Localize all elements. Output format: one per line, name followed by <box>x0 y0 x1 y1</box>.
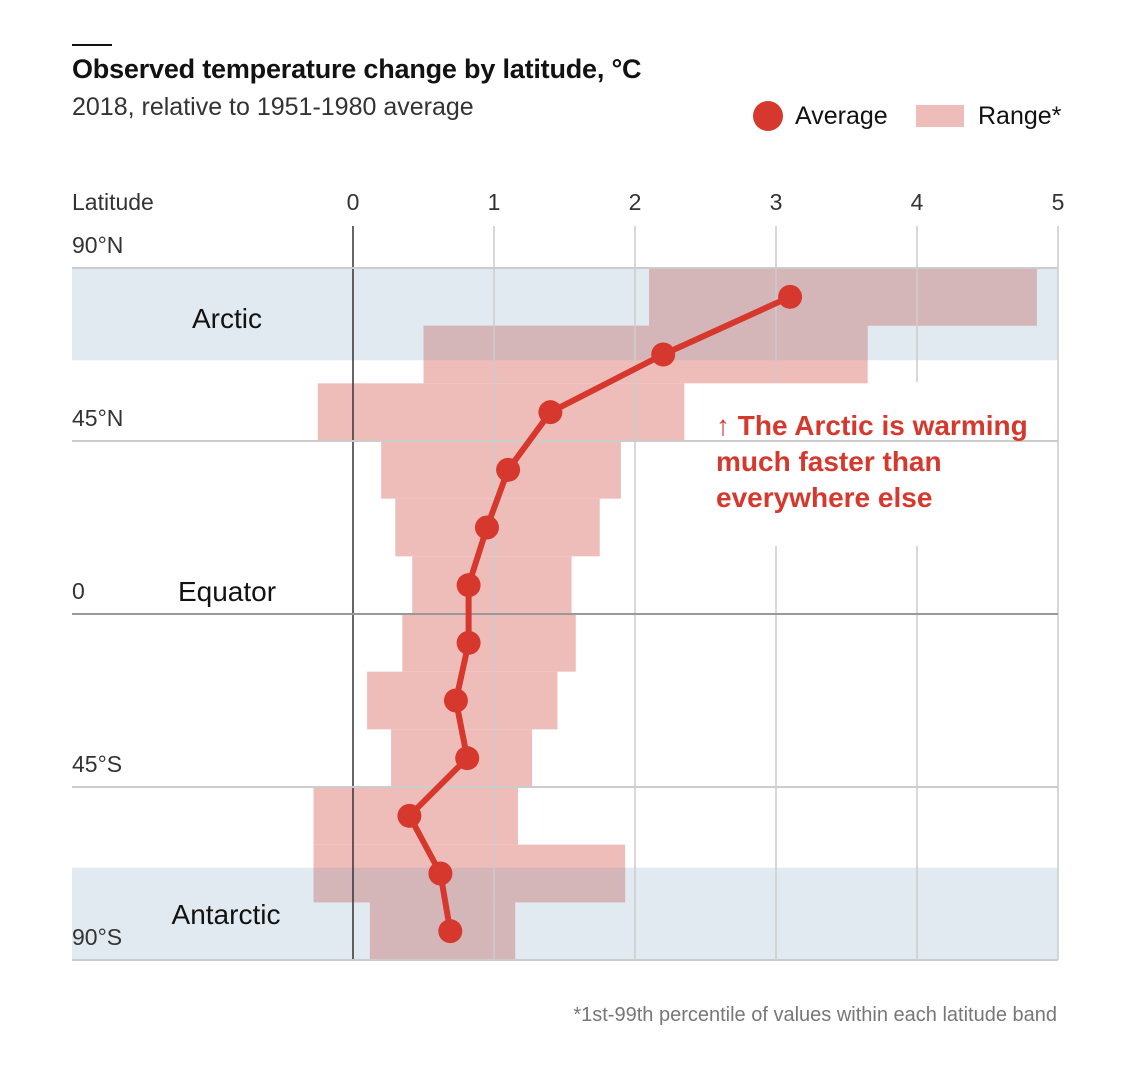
y-tick-label: 90°N <box>72 232 123 258</box>
legend-average-marker <box>753 101 783 131</box>
y-axis-title: Latitude <box>72 189 154 215</box>
x-tick-label: 1 <box>488 189 501 215</box>
average-point <box>438 919 463 944</box>
chart-title: Observed temperature change by latitude,… <box>72 54 642 84</box>
average-point <box>538 400 563 425</box>
x-tick-label: 2 <box>629 189 642 215</box>
range-band <box>317 383 685 441</box>
x-tick-label: 3 <box>770 189 783 215</box>
x-tick-label: 0 <box>347 189 360 215</box>
legend-range: Range* <box>916 100 1061 132</box>
range-band <box>402 614 576 672</box>
range-band-polar-overlap <box>313 867 626 903</box>
range-band-polar-overlap <box>649 268 1037 326</box>
y-tick-label: 90°S <box>72 924 122 950</box>
average-point <box>428 861 453 886</box>
range-band <box>412 556 572 614</box>
average-point <box>651 342 676 367</box>
average-point <box>778 284 803 309</box>
average-point <box>455 746 480 771</box>
average-point <box>474 515 499 540</box>
x-tick-label: 5 <box>1052 189 1065 215</box>
region-label-equator: Equator <box>178 576 276 607</box>
average-point <box>456 630 481 655</box>
y-tick-label: 0 <box>72 578 85 604</box>
average-point <box>496 457 521 482</box>
arctic-annotation: ↑ The Arctic is warming much faster than… <box>716 410 1028 513</box>
region-label-arctic: Arctic <box>192 303 262 334</box>
y-tick-label: 45°S <box>72 751 122 777</box>
legend-average: Average <box>753 100 888 132</box>
title-rule <box>72 44 112 46</box>
average-point <box>397 803 422 828</box>
average-point <box>443 688 468 713</box>
y-tick-label: 45°N <box>72 405 123 431</box>
legend-range-label: Range* <box>978 101 1062 130</box>
legend-range-swatch <box>916 105 964 127</box>
average-point <box>456 573 481 598</box>
range-band-polar-overlap <box>423 325 868 361</box>
footnote: *1st-99th percentile of values within ea… <box>573 1004 1057 1026</box>
x-tick-label: 4 <box>911 189 924 215</box>
legend-average-label: Average <box>795 101 888 130</box>
chart-subtitle: 2018, relative to 1951-1980 average <box>72 93 474 121</box>
region-label-antarctic: Antarctic <box>172 899 281 930</box>
